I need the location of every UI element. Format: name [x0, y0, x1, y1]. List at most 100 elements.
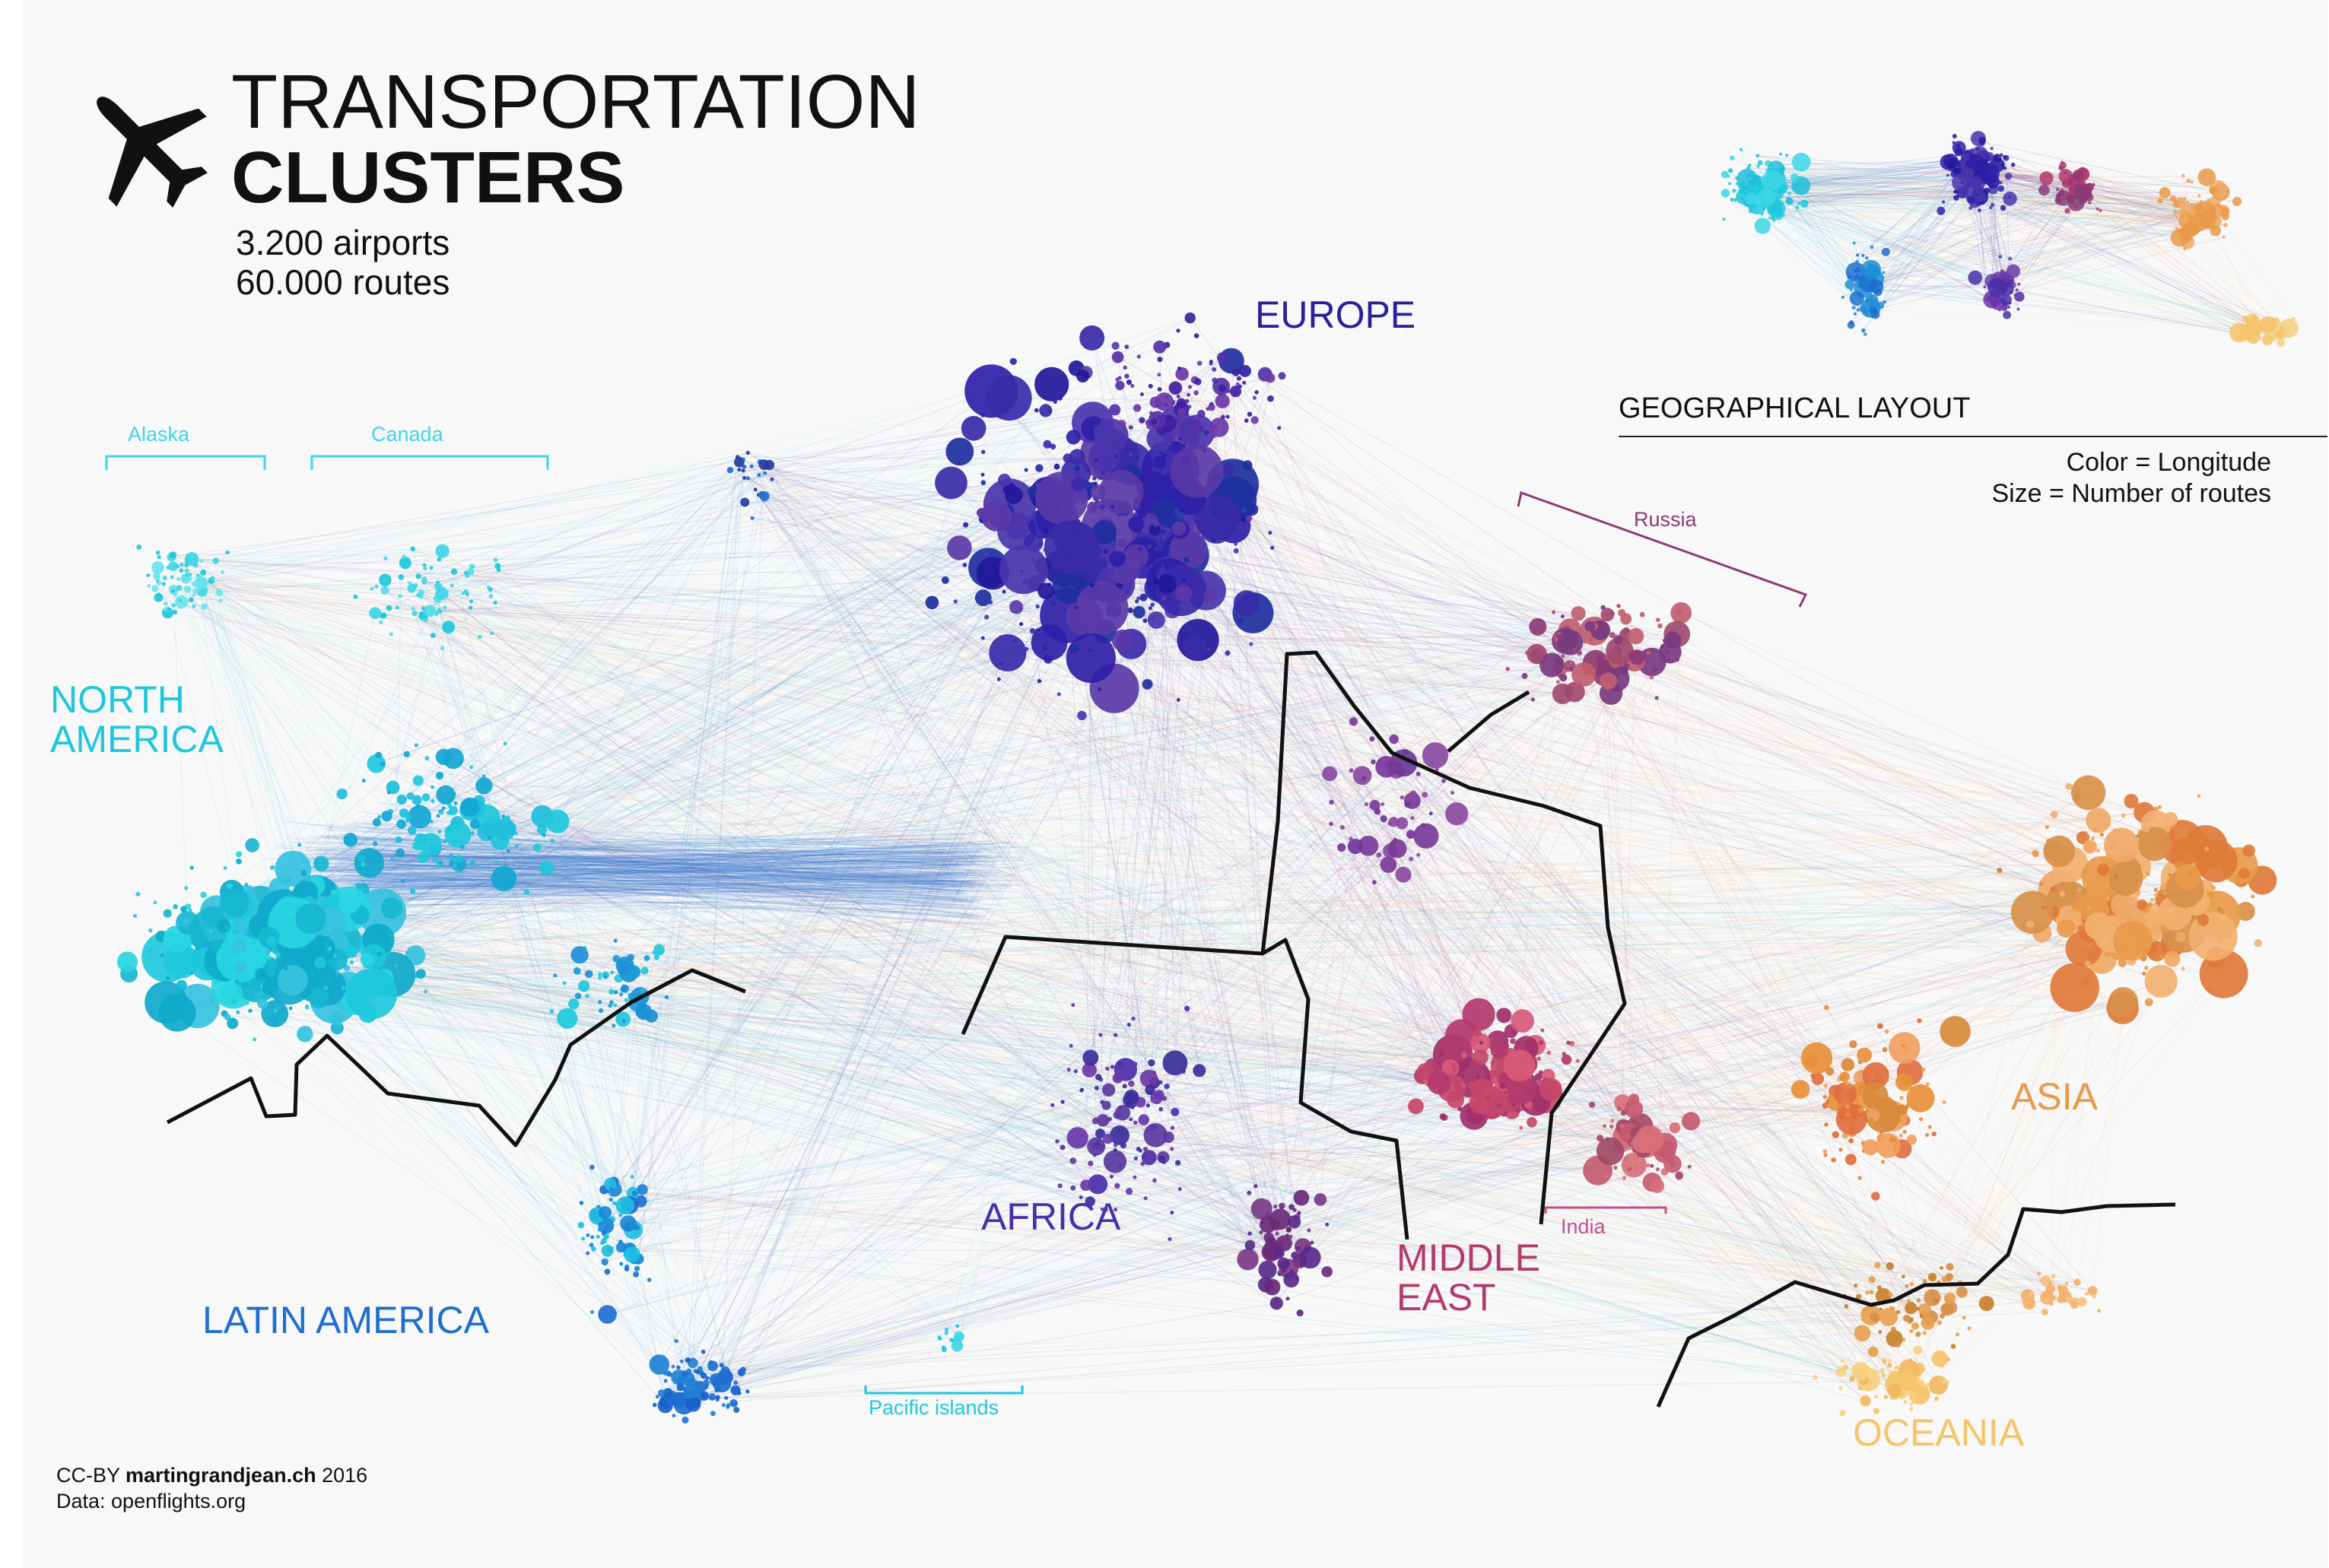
route-edge: [1085, 1185, 1863, 1334]
route-edge: [688, 1071, 1426, 1379]
route-edge-transatlantic: [333, 852, 957, 866]
airport-node-indonesia: [1901, 1274, 1905, 1279]
airport-node-south-east-asia: [1810, 1073, 1816, 1078]
airport-node-europe: [1043, 440, 1052, 449]
route-edge: [178, 587, 626, 967]
route-edge-transatlantic: [342, 834, 964, 910]
route-edge: [319, 961, 1551, 1090]
airport-node-asia: [2150, 897, 2154, 902]
route-edge: [1291, 693, 1612, 1281]
airport-node-canada: [383, 556, 388, 560]
airport-node-latin-america-south: [695, 1370, 701, 1375]
airport-node-latin-america-north: [601, 1258, 608, 1266]
airport-node-europe: [1183, 544, 1187, 549]
route-edge: [610, 1113, 1476, 1185]
route-edge: [275, 551, 1144, 1014]
route-edge: [424, 581, 543, 817]
airport-node-europe: [1076, 370, 1090, 382]
airport-node-pacific-islands: [944, 1331, 948, 1335]
airport-node-europe: [1109, 551, 1126, 567]
airport-node-caribbean: [613, 1003, 618, 1008]
airport-node-canada: [374, 584, 379, 589]
airport-node-asia: [2144, 966, 2149, 970]
airport-node-central-asia: [1409, 790, 1417, 798]
airport-node-north-america-east: [361, 779, 366, 783]
route-edge: [373, 956, 634, 1194]
route-edge: [632, 845, 1369, 1194]
airport-node-caribbean: [627, 965, 641, 979]
airport-node-indonesia: [1878, 1330, 1883, 1335]
airport-node-east-africa: [1314, 1193, 1327, 1206]
route-edge: [637, 1002, 960, 1337]
airport-node-north-america: [226, 883, 233, 890]
route-edge: [629, 1094, 1515, 1250]
route-edge: [672, 1380, 1908, 1399]
route-edge: [1114, 933, 2113, 1163]
route-edge: [209, 957, 1870, 1101]
airport-node-south-east-asia: [1869, 1118, 1873, 1122]
airport-node-asia: [2076, 887, 2082, 893]
route-edge: [484, 785, 1920, 1370]
route-edge: [956, 582, 1171, 1346]
airport-node-europe: [1147, 544, 1152, 549]
route-edge: [755, 489, 1921, 1099]
route-edge: [1664, 1144, 1948, 1310]
route-edge-transatlantic: [333, 833, 1009, 907]
airport-node-caribbean: [573, 967, 581, 975]
route-edge: [567, 1017, 1295, 1223]
airport-node-caribbean: [664, 995, 669, 1000]
route-edge: [386, 665, 1612, 817]
route-edge: [1396, 770, 1896, 1378]
airport-node-africa: [1055, 1139, 1060, 1144]
route-edge: [755, 489, 1289, 1269]
route-edge: [242, 930, 2032, 1296]
airport-node-oceania-east: [2049, 1302, 2054, 1306]
airport-node-russia: [1675, 608, 1682, 616]
route-edge-transatlantic: [326, 852, 971, 896]
route-edge: [743, 451, 960, 471]
route-edge: [187, 922, 1483, 1091]
airport-node-africa: [1113, 1147, 1117, 1152]
route-edge: [199, 582, 1905, 1083]
airport-node-canada: [436, 608, 443, 614]
route-edge: [288, 980, 1513, 1078]
airport-node-europe: [1161, 595, 1167, 601]
airport-node-russia: [1552, 610, 1556, 614]
airport-node-india: [1669, 1122, 1681, 1134]
airport-node-alaska: [221, 570, 224, 575]
route-edge: [156, 576, 1895, 1392]
route-edge: [607, 1119, 1145, 1316]
airport-node-caribbean: [585, 994, 589, 998]
route-edge: [294, 922, 2093, 1292]
inset-airport-node: [1942, 200, 1946, 204]
airport-node-canada: [440, 646, 445, 650]
airport-node-latin-america-north: [633, 1271, 639, 1278]
airport-node-north-america: [236, 1010, 240, 1014]
airport-node-north-america: [314, 957, 326, 969]
route-edge: [1670, 652, 1870, 1101]
route-edge-transatlantic: [350, 883, 1012, 923]
inset-airport-node: [1733, 198, 1737, 202]
route-edge: [640, 995, 1311, 1259]
route-edge: [275, 862, 2188, 1014]
airport-node-caribbean: [640, 967, 649, 975]
airport-node-africa: [1110, 1125, 1130, 1145]
route-edge: [200, 582, 307, 894]
route-edge: [567, 1018, 726, 1371]
airport-node-middle-east: [1496, 1103, 1502, 1109]
airport-node-north-america-east: [503, 741, 507, 746]
airport-node-latin-america-north: [634, 1265, 640, 1271]
route-edge-transatlantic: [326, 830, 1006, 862]
route-edge-transatlantic: [350, 874, 968, 895]
route-edge: [204, 606, 1108, 1139]
airport-node-russia: [1584, 621, 1596, 632]
route-edge-transatlantic: [325, 872, 993, 882]
route-edge: [178, 587, 421, 817]
route-edge-transatlantic: [368, 852, 958, 874]
airport-node-latin-america-south: [652, 1402, 657, 1408]
route-edge: [201, 397, 1009, 584]
route-edge: [1056, 518, 2166, 900]
airport-node-asia: [2086, 906, 2091, 910]
route-edge: [469, 806, 2083, 913]
route-edge: [567, 1017, 1157, 1099]
